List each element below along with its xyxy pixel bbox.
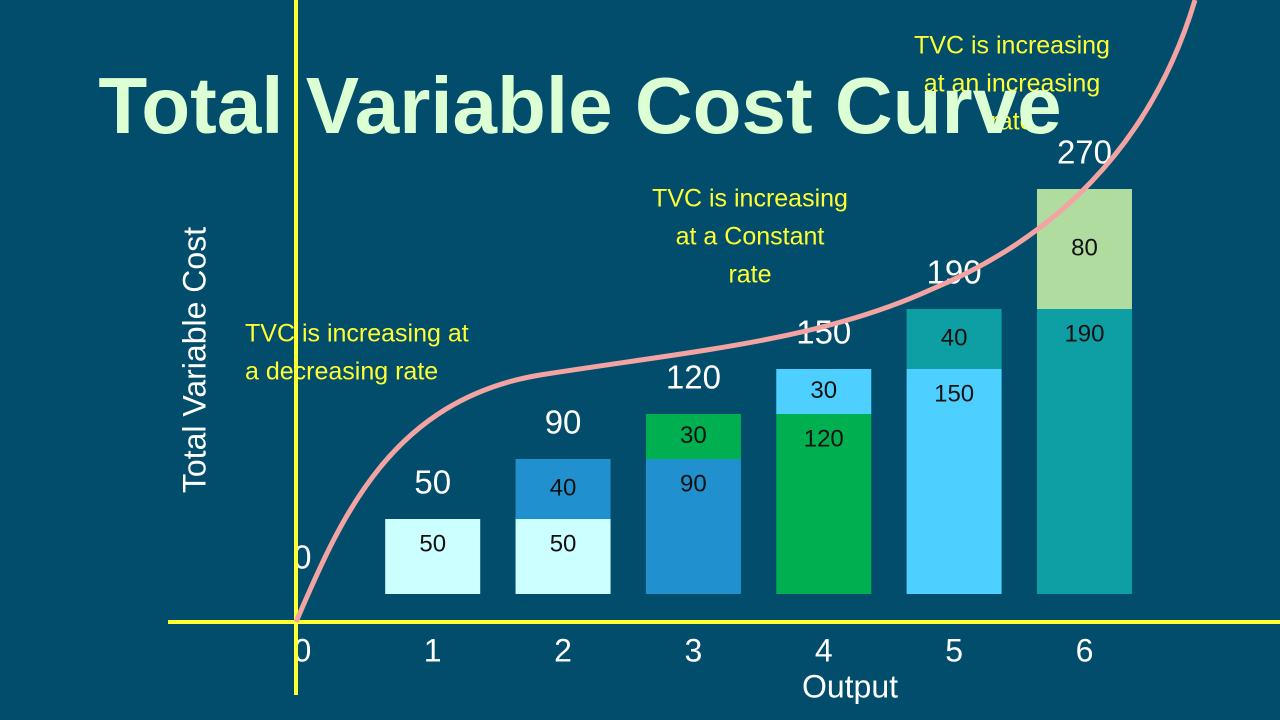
slide-title: Total Variable Cost Curve: [98, 61, 1061, 150]
total-label: 50: [414, 464, 451, 501]
x-tick-label: 6: [1076, 632, 1094, 668]
segment-label: 50: [419, 530, 446, 557]
annotation-line: TVC is increasing: [914, 32, 1110, 60]
annotation-line: TVC is increasing: [652, 185, 848, 213]
segment-label: 40: [941, 324, 968, 351]
segment-label: 120: [804, 425, 844, 452]
segment-label: 150: [934, 380, 974, 407]
bar-segment: [385, 519, 481, 594]
bar-segment: [515, 519, 611, 594]
x-tick-label: 3: [685, 632, 703, 668]
annotation-line: at an increasing: [924, 70, 1101, 98]
bar-segment: [776, 369, 872, 414]
annotation-line: at a Constant: [676, 223, 825, 251]
bar-segment: [1036, 189, 1132, 309]
tvc-curve: [293, 0, 1198, 623]
x-tick-label: 4: [815, 632, 833, 668]
annotations: TVC is increasing at a decreasing rate TVC…: [245, 32, 1110, 386]
annotation-line: a decreasing rate: [245, 358, 438, 386]
x-tick-label: 2: [554, 632, 572, 668]
total-label: 270: [1057, 134, 1112, 171]
segment-label: 30: [680, 422, 707, 449]
segment-label: 80: [1071, 234, 1098, 261]
segment-label: 90: [680, 470, 707, 497]
bar-segment: [906, 309, 1002, 369]
bar-segment: [645, 459, 741, 594]
bar-segment: [906, 369, 1002, 594]
total-label: 120: [666, 359, 721, 396]
segment-label: 50: [550, 530, 577, 557]
plot: 0 1 2 3 4 5 60 50505040909030120120301501504019…: [293, 134, 1132, 668]
total-label: 90: [545, 404, 582, 441]
segment-label: 190: [1064, 320, 1104, 347]
segment-label: 40: [550, 474, 577, 501]
x-axis-label: Output: [802, 668, 898, 704]
annotation-line: rate: [990, 108, 1033, 136]
bar-segment: [776, 414, 872, 594]
x-tick-label: 5: [945, 632, 963, 668]
bar-segment: [1036, 309, 1132, 594]
annotation-line: rate: [728, 261, 771, 289]
y-axis-label: Total Variable Cost: [176, 227, 212, 493]
segment-label: 30: [810, 377, 837, 404]
bar-segment: [645, 414, 741, 459]
annotation-line: TVC is increasing at: [245, 320, 469, 348]
x-tick-label: 1: [424, 632, 442, 668]
bar-segment: [515, 459, 611, 519]
